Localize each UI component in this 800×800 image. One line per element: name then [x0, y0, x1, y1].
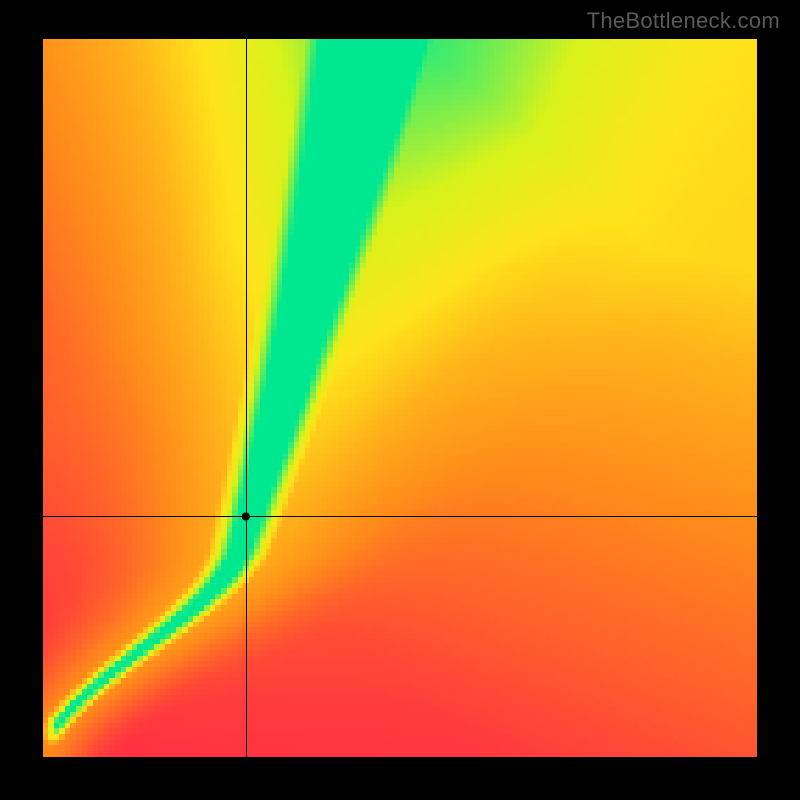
heatmap-plot	[43, 39, 757, 757]
chart-container: TheBottleneck.com	[0, 0, 800, 800]
watermark-text: TheBottleneck.com	[587, 8, 780, 34]
heatmap-canvas	[43, 39, 757, 757]
